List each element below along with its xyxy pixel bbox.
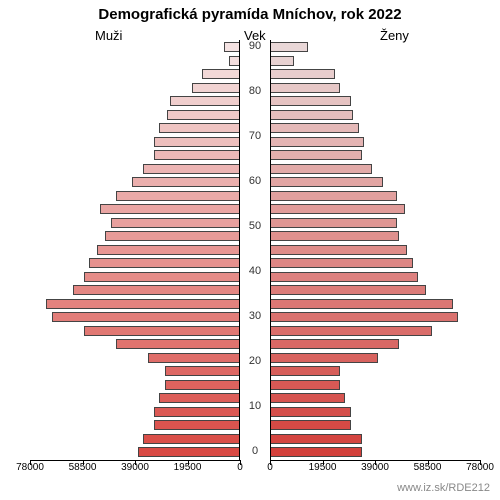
- male-bar: [154, 420, 240, 430]
- female-bar: [270, 420, 351, 430]
- x-tick-label: 58500: [69, 462, 97, 473]
- female-bar: [270, 434, 362, 444]
- source-label: www.iz.sk/RDE212: [397, 482, 490, 494]
- x-tick-label: 19500: [174, 462, 202, 473]
- male-bar: [167, 110, 240, 120]
- male-bar: [73, 285, 240, 295]
- female-bar: [270, 137, 364, 147]
- male-bar: [84, 272, 240, 282]
- female-bar: [270, 326, 432, 336]
- female-bar: [270, 96, 351, 106]
- female-bar: [270, 258, 413, 268]
- male-bar: [52, 312, 240, 322]
- male-bar: [138, 447, 240, 457]
- age-tick: 20: [240, 355, 270, 367]
- female-bar: [270, 245, 407, 255]
- male-bar: [46, 299, 240, 309]
- chart-title: Demografická pyramída Mníchov, rok 2022: [0, 6, 500, 23]
- age-tick: 90: [240, 40, 270, 52]
- male-bar: [170, 96, 240, 106]
- male-bar: [148, 353, 240, 363]
- female-bar: [270, 123, 359, 133]
- female-bar: [270, 380, 340, 390]
- female-bar: [270, 150, 362, 160]
- left-y-axis-line: [239, 40, 240, 460]
- x-tick-label: 39000: [121, 462, 149, 473]
- male-bar: [159, 123, 240, 133]
- female-bar: [270, 110, 353, 120]
- x-tick-label: 58500: [414, 462, 442, 473]
- female-bar: [270, 447, 362, 457]
- female-bar: [270, 164, 372, 174]
- age-tick: 0: [240, 445, 270, 457]
- age-axis: 0 10 20 30 40 50 60 70 80 90: [240, 40, 270, 460]
- female-bar: [270, 42, 308, 52]
- male-bar: [89, 258, 240, 268]
- population-pyramid-chart: Demografická pyramída Mníchov, rok 2022 …: [0, 0, 500, 500]
- x-tick-label: 39000: [361, 462, 389, 473]
- male-bar: [116, 339, 240, 349]
- female-bar: [270, 353, 378, 363]
- male-bar: [116, 191, 240, 201]
- age-tick: 70: [240, 130, 270, 142]
- x-tick-label: 78000: [16, 462, 44, 473]
- x-tick-label: 0: [267, 462, 273, 473]
- age-tick: 40: [240, 265, 270, 277]
- male-bar: [154, 150, 240, 160]
- male-bar: [154, 407, 240, 417]
- male-bar: [100, 204, 240, 214]
- male-bar: [97, 245, 240, 255]
- female-bar: [270, 177, 383, 187]
- male-bar: [202, 69, 240, 79]
- male-bar: [84, 326, 240, 336]
- male-bar: [143, 434, 240, 444]
- female-bar: [270, 56, 294, 66]
- x-tick-label: 0: [237, 462, 243, 473]
- x-tick-label: 78000: [466, 462, 494, 473]
- male-panel: [30, 40, 240, 460]
- male-bar: [165, 366, 240, 376]
- male-bar: [132, 177, 240, 187]
- female-bar: [270, 191, 397, 201]
- female-bar: [270, 83, 340, 93]
- female-bar: [270, 285, 426, 295]
- right-y-axis-line: [270, 40, 271, 460]
- female-bar: [270, 299, 453, 309]
- female-bar: [270, 218, 397, 228]
- male-bar: [105, 231, 240, 241]
- age-tick: 60: [240, 175, 270, 187]
- male-bar: [159, 393, 240, 403]
- female-panel: [270, 40, 480, 460]
- male-bar: [224, 42, 240, 52]
- male-bar: [165, 380, 240, 390]
- male-bar: [192, 83, 240, 93]
- female-bar: [270, 231, 399, 241]
- male-bar: [154, 137, 240, 147]
- age-tick: 30: [240, 310, 270, 322]
- female-bar: [270, 272, 418, 282]
- age-tick: 50: [240, 220, 270, 232]
- female-bar: [270, 204, 405, 214]
- age-tick: 10: [240, 400, 270, 412]
- female-bar: [270, 339, 399, 349]
- female-bar: [270, 393, 345, 403]
- x-tick-label: 19500: [309, 462, 337, 473]
- male-bar: [143, 164, 240, 174]
- female-bar: [270, 366, 340, 376]
- male-bar: [111, 218, 240, 228]
- age-tick: 80: [240, 85, 270, 97]
- female-bar: [270, 312, 458, 322]
- female-bar: [270, 407, 351, 417]
- female-bar: [270, 69, 335, 79]
